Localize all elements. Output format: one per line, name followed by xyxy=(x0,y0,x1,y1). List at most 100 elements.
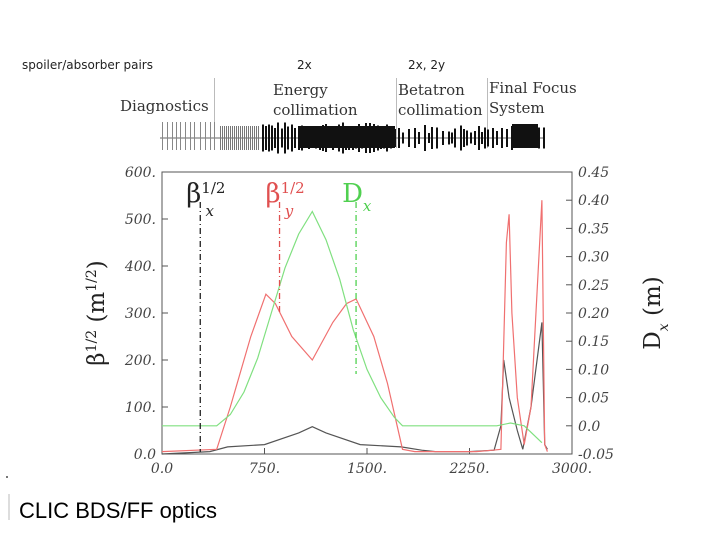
magnet-block xyxy=(300,126,395,148)
series-line-2 xyxy=(162,210,543,444)
magnet xyxy=(538,127,540,149)
magnet xyxy=(240,126,241,150)
x-tick-label: 1500. xyxy=(347,461,387,477)
energy-pairs-label: 2x xyxy=(297,58,312,72)
legend-label: β1/2 x xyxy=(186,179,225,220)
magnet xyxy=(501,128,503,148)
magnet xyxy=(460,125,462,151)
magnet xyxy=(238,126,239,150)
magnet xyxy=(210,122,211,150)
series-line-0 xyxy=(161,322,548,455)
ff-line1: Final Focus xyxy=(489,79,577,97)
magnet xyxy=(496,131,498,145)
y-left-tick-label: 500. xyxy=(125,212,156,228)
magnet xyxy=(220,126,221,150)
magnet xyxy=(214,122,215,150)
magnet xyxy=(448,131,450,145)
magnet xyxy=(451,132,453,144)
energy-line1: Energy xyxy=(273,81,328,99)
magnet xyxy=(277,122,279,154)
magnet xyxy=(481,132,483,144)
magnet xyxy=(466,130,468,146)
optics-chart: 0.0 100. 200. 300. 400. 500. 600. -0.05 0.0 0.05 0… xyxy=(84,165,672,477)
magnet xyxy=(200,122,201,150)
magnet xyxy=(294,128,296,148)
magnet xyxy=(268,124,270,152)
magnet xyxy=(265,126,267,150)
x-tick-label: 0.0 xyxy=(151,461,173,477)
magnet xyxy=(454,128,456,148)
magnet xyxy=(424,125,426,151)
magnet xyxy=(228,126,229,150)
y-right-tick-label: 0.20 xyxy=(578,306,609,322)
x-tick-label: 750. xyxy=(249,461,280,477)
energy-line2: collimation xyxy=(273,101,358,119)
magnet xyxy=(176,122,177,150)
magnet xyxy=(256,126,257,150)
y-left-tick-label: 600. xyxy=(125,165,156,181)
y-left-unit-sup: 1/2 xyxy=(84,269,100,292)
y-left-tick-label: 100. xyxy=(125,400,156,416)
series-line-1 xyxy=(161,200,548,453)
magnet xyxy=(250,126,251,150)
tiny-dot xyxy=(6,476,8,478)
divider-final-focus xyxy=(487,78,488,148)
y-left-tick-label: 0.0 xyxy=(134,447,156,463)
y-right-tick-label: 0.30 xyxy=(578,250,609,266)
tiny-bar xyxy=(8,494,10,520)
betatron-line2: collimation xyxy=(398,101,483,119)
legend-sup: 1/2 xyxy=(281,179,305,197)
magnet xyxy=(258,126,259,150)
y-right-tick-label: 0.10 xyxy=(578,362,609,378)
ff-line2: System xyxy=(489,99,545,117)
y-right-tick-label: 0.05 xyxy=(578,391,609,407)
y-right-tick-label: 0.40 xyxy=(578,193,609,209)
y-right-axis-title: Dx (m) xyxy=(640,276,672,349)
divider-diagnostics xyxy=(214,78,215,148)
magnet xyxy=(442,131,444,145)
y-left-unit: (m xyxy=(84,292,110,330)
magnet xyxy=(463,129,465,147)
magnet xyxy=(254,126,255,150)
legend-sub: x xyxy=(363,197,372,215)
magnet xyxy=(428,133,430,143)
magnet xyxy=(230,126,231,150)
y-left-axis-title: β1/2 (m1/2) xyxy=(84,260,110,365)
magnet xyxy=(252,126,253,150)
x-tick-label: 3000. xyxy=(552,461,592,477)
magnet xyxy=(180,122,181,150)
legend-sub: y xyxy=(284,202,294,220)
magnet xyxy=(236,126,237,150)
magnet xyxy=(246,126,247,150)
magnet xyxy=(284,122,286,154)
magnet xyxy=(172,122,173,150)
magnet xyxy=(226,126,227,150)
magnet xyxy=(487,129,489,147)
y-left-sup: 1/2 xyxy=(84,330,100,353)
spoiler-absorber-label: spoiler/absorber pairs xyxy=(22,58,153,72)
magnet xyxy=(492,128,494,148)
magnet xyxy=(234,126,235,150)
y-right-sub: x xyxy=(656,323,672,331)
y-left-tick-label: 200. xyxy=(124,353,156,369)
legend-sup: 1/2 xyxy=(201,179,225,197)
magnet xyxy=(470,132,472,144)
legend-label: Dx xyxy=(342,179,372,215)
legend-label: β1/2 y xyxy=(266,179,305,220)
magnet xyxy=(418,132,420,144)
section-energy-collimation: Energy collimation xyxy=(273,80,358,120)
magnet xyxy=(162,122,163,150)
magnet xyxy=(205,122,206,150)
y-right-tick-label: 0.15 xyxy=(578,334,609,350)
y-right-unit: (m) xyxy=(640,276,666,323)
magnet xyxy=(543,127,545,149)
betatron-pairs-label: 2x, 2y xyxy=(408,58,446,72)
magnet-lattice-strip xyxy=(160,122,545,154)
legend-sub: x xyxy=(205,202,214,220)
magnet xyxy=(244,126,245,150)
magnet xyxy=(291,124,293,152)
slide-title: CLIC BDS/FF optics xyxy=(19,498,218,523)
section-diagnostics: Diagnostics xyxy=(120,97,209,115)
section-betatron-collimation: Betatron collimation xyxy=(398,80,483,120)
magnet xyxy=(506,129,508,147)
